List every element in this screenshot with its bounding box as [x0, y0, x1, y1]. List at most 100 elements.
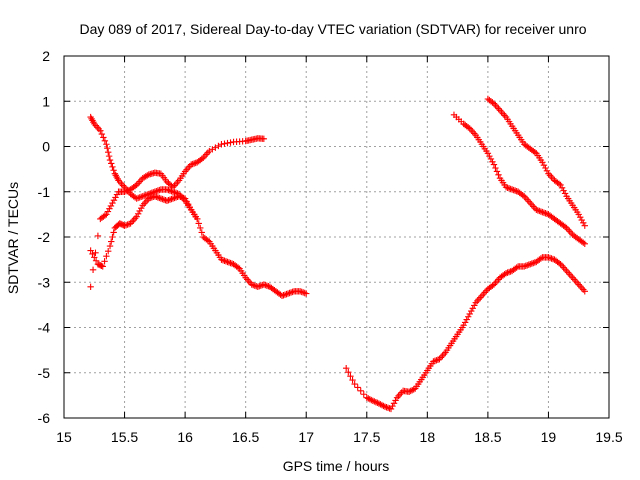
data-point — [527, 260, 534, 268]
data-point — [384, 404, 392, 412]
x-tick-label: 16.5 — [232, 429, 259, 445]
data-point — [466, 310, 473, 318]
data-point — [165, 179, 172, 187]
data-point — [369, 397, 377, 405]
data-point — [92, 249, 99, 257]
data-point — [87, 247, 94, 254]
data-point — [222, 258, 230, 265]
data-point — [186, 203, 193, 211]
data-point — [383, 404, 390, 411]
data-point — [165, 197, 172, 204]
series-track-e — [450, 111, 588, 247]
data-point — [374, 399, 381, 407]
x-axis-label: GPS time / hours — [283, 458, 390, 474]
data-point — [433, 357, 440, 364]
data-point — [110, 167, 117, 174]
data-point — [124, 221, 131, 228]
data-point — [97, 127, 104, 134]
data-point — [492, 164, 499, 172]
data-point — [99, 263, 106, 270]
data-point — [105, 152, 113, 160]
data-point — [287, 289, 295, 296]
data-point — [575, 211, 582, 218]
data-point — [431, 357, 439, 365]
data-point — [141, 192, 148, 199]
data-point — [134, 194, 142, 202]
data-point — [109, 199, 116, 207]
data-point — [262, 281, 269, 289]
data-point — [278, 292, 286, 300]
data-point — [299, 289, 307, 296]
data-point — [539, 208, 546, 216]
data-point — [256, 283, 263, 290]
data-point — [542, 164, 549, 172]
data-point — [502, 184, 510, 191]
data-point — [528, 260, 535, 267]
data-point — [157, 195, 165, 202]
data-point — [131, 182, 139, 190]
data-point — [190, 160, 198, 167]
data-point — [504, 184, 511, 191]
data-point — [530, 259, 537, 267]
data-point — [303, 290, 310, 297]
data-point — [390, 400, 398, 407]
data-point — [486, 152, 493, 160]
y-tick-label: -3 — [38, 274, 51, 290]
data-point — [283, 290, 290, 298]
y-tick-label: -1 — [38, 184, 51, 200]
data-point — [110, 197, 118, 204]
data-point — [103, 141, 110, 148]
data-point — [248, 281, 255, 288]
data-point — [510, 186, 517, 194]
y-tick-label: -2 — [38, 229, 51, 245]
data-point — [254, 283, 261, 290]
data-point — [227, 259, 234, 267]
series-track-d — [342, 254, 588, 413]
grid — [64, 56, 609, 418]
data-point — [159, 195, 166, 203]
data-point — [545, 254, 552, 261]
data-point — [133, 195, 140, 202]
series-track-f — [484, 95, 588, 229]
data-point — [534, 207, 542, 214]
x-tick-label: 17.5 — [353, 429, 380, 445]
y-tick-label: -4 — [38, 320, 51, 336]
data-point — [165, 186, 172, 194]
data-point — [138, 193, 145, 201]
data-point — [286, 289, 293, 297]
x-tick-label: 15.5 — [111, 429, 138, 445]
x-tick-label: 17 — [298, 429, 314, 445]
data-point — [136, 194, 143, 201]
data-point — [104, 144, 111, 152]
data-point — [221, 140, 228, 147]
x-tick-label: 19.5 — [595, 429, 622, 445]
data-point — [522, 262, 529, 270]
data-point — [410, 386, 417, 393]
data-point — [546, 254, 554, 262]
data-point — [557, 181, 564, 189]
data-point — [169, 195, 177, 202]
data-point — [387, 405, 395, 413]
y-tick-label: 2 — [42, 48, 50, 64]
data-point — [537, 208, 545, 215]
data-point — [539, 159, 546, 166]
data-point — [257, 282, 265, 289]
data-point — [368, 396, 375, 404]
series-track-c — [87, 193, 201, 270]
data-point — [94, 232, 102, 240]
data-point — [351, 380, 358, 388]
data-point — [560, 187, 567, 194]
data-point — [537, 255, 545, 262]
data-point — [134, 210, 142, 218]
data-point — [360, 391, 367, 398]
x-tick-label: 18.5 — [474, 429, 501, 445]
data-point — [101, 212, 109, 219]
data-point — [345, 368, 352, 376]
x-tick-label: 19 — [541, 429, 557, 445]
data-point — [107, 202, 115, 210]
data-point — [138, 204, 145, 212]
data-point — [380, 402, 387, 410]
data-point — [194, 215, 201, 223]
x-tick-label: 18 — [420, 429, 436, 445]
data-point — [122, 221, 130, 229]
